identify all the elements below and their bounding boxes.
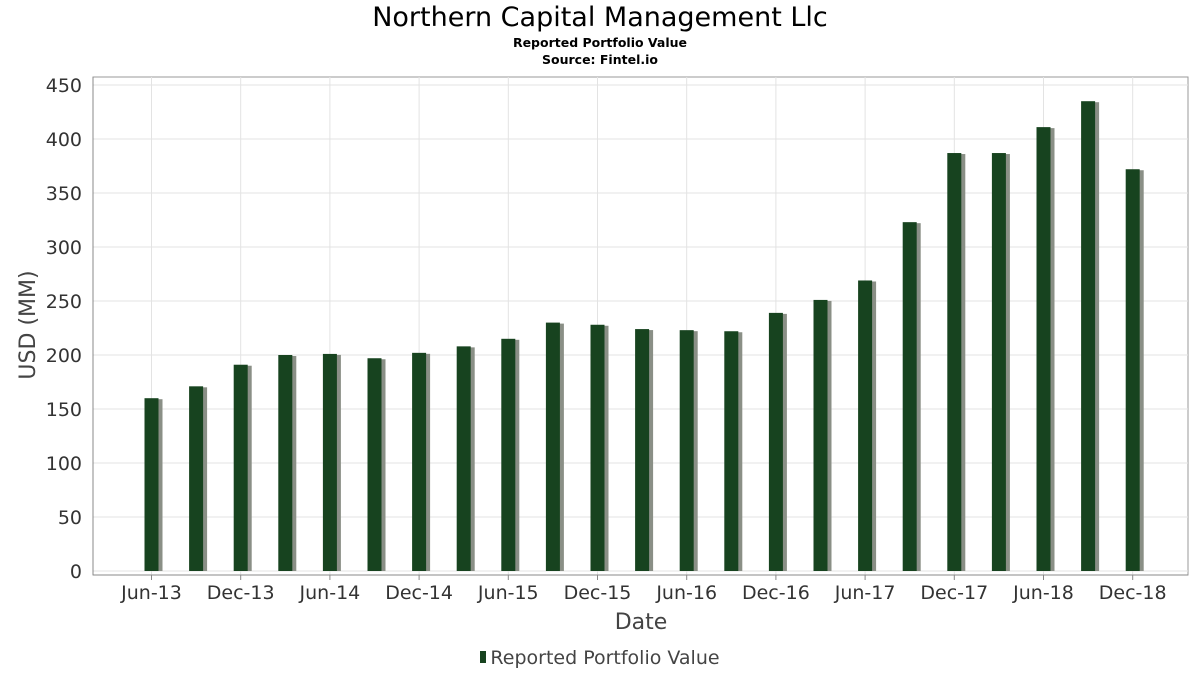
x-tick-label: Jun-16 [655, 582, 717, 604]
x-tick-label: Jun-13 [120, 582, 182, 604]
y-tick-labels: 0 50 100 150 200 250 300 350 400 450 [46, 75, 82, 583]
bar [1125, 169, 1140, 572]
y-tick-label: 100 [46, 453, 82, 475]
bar [679, 330, 694, 571]
bar-series [144, 101, 1144, 572]
bar [367, 358, 382, 571]
x-tick-label: Jun-14 [299, 582, 361, 604]
x-tick-label: Dec-15 [564, 582, 632, 604]
x-tick-label: Dec-13 [207, 582, 275, 604]
y-tick-label: 150 [46, 399, 82, 421]
chart-subtitle: Reported Portfolio Value [512, 35, 688, 50]
x-tick-label: Dec-17 [920, 582, 988, 604]
bar [947, 153, 962, 572]
bar [1081, 101, 1096, 571]
y-tick-label: 250 [46, 291, 82, 313]
bar [768, 312, 783, 571]
bar [635, 329, 650, 571]
bar [590, 324, 605, 571]
chart-source: Source: Fintel.io [542, 52, 658, 67]
y-tick-label: 350 [46, 183, 82, 205]
bar [858, 280, 873, 571]
chart-title: Northern Capital Management Llc [372, 2, 828, 33]
bar [278, 355, 293, 571]
bar [813, 299, 828, 571]
y-tick-label: 450 [46, 75, 82, 97]
x-axis-label: Date [615, 610, 668, 635]
y-tick-label: 50 [58, 507, 82, 529]
bar [322, 353, 337, 571]
legend-swatch [480, 651, 487, 663]
y-tick-label: 300 [46, 237, 82, 259]
x-tick-label: Jun-17 [834, 582, 896, 604]
bar [724, 331, 739, 571]
bar [501, 338, 516, 571]
y-tick-label: 200 [46, 345, 82, 367]
bar [1036, 127, 1051, 572]
x-tick-labels: Jun-13 Dec-13 Jun-14 Dec-14 Jun-15 Dec-15 Jun-… [120, 582, 1166, 604]
legend-label: Reported Portfolio Value [490, 647, 720, 669]
x-tick-label: Dec-14 [385, 582, 453, 604]
bar [902, 222, 917, 571]
bar [545, 322, 560, 571]
bar [144, 398, 159, 571]
bar [233, 364, 248, 571]
y-tick-label: 0 [70, 561, 82, 583]
bar [189, 386, 204, 571]
legend: Reported Portfolio Value [0, 647, 1200, 669]
y-axis-label: USD (MM) [16, 270, 41, 379]
x-tick-label: Dec-18 [1099, 582, 1167, 604]
axes [92, 77, 1188, 580]
x-tick-label: Jun-15 [477, 582, 539, 604]
x-tick-label: Dec-16 [742, 582, 810, 604]
bar [991, 153, 1006, 572]
bar [456, 346, 471, 571]
y-tick-label: 400 [46, 129, 82, 151]
bar [412, 352, 427, 571]
x-tick-label: Jun-18 [1012, 582, 1074, 604]
